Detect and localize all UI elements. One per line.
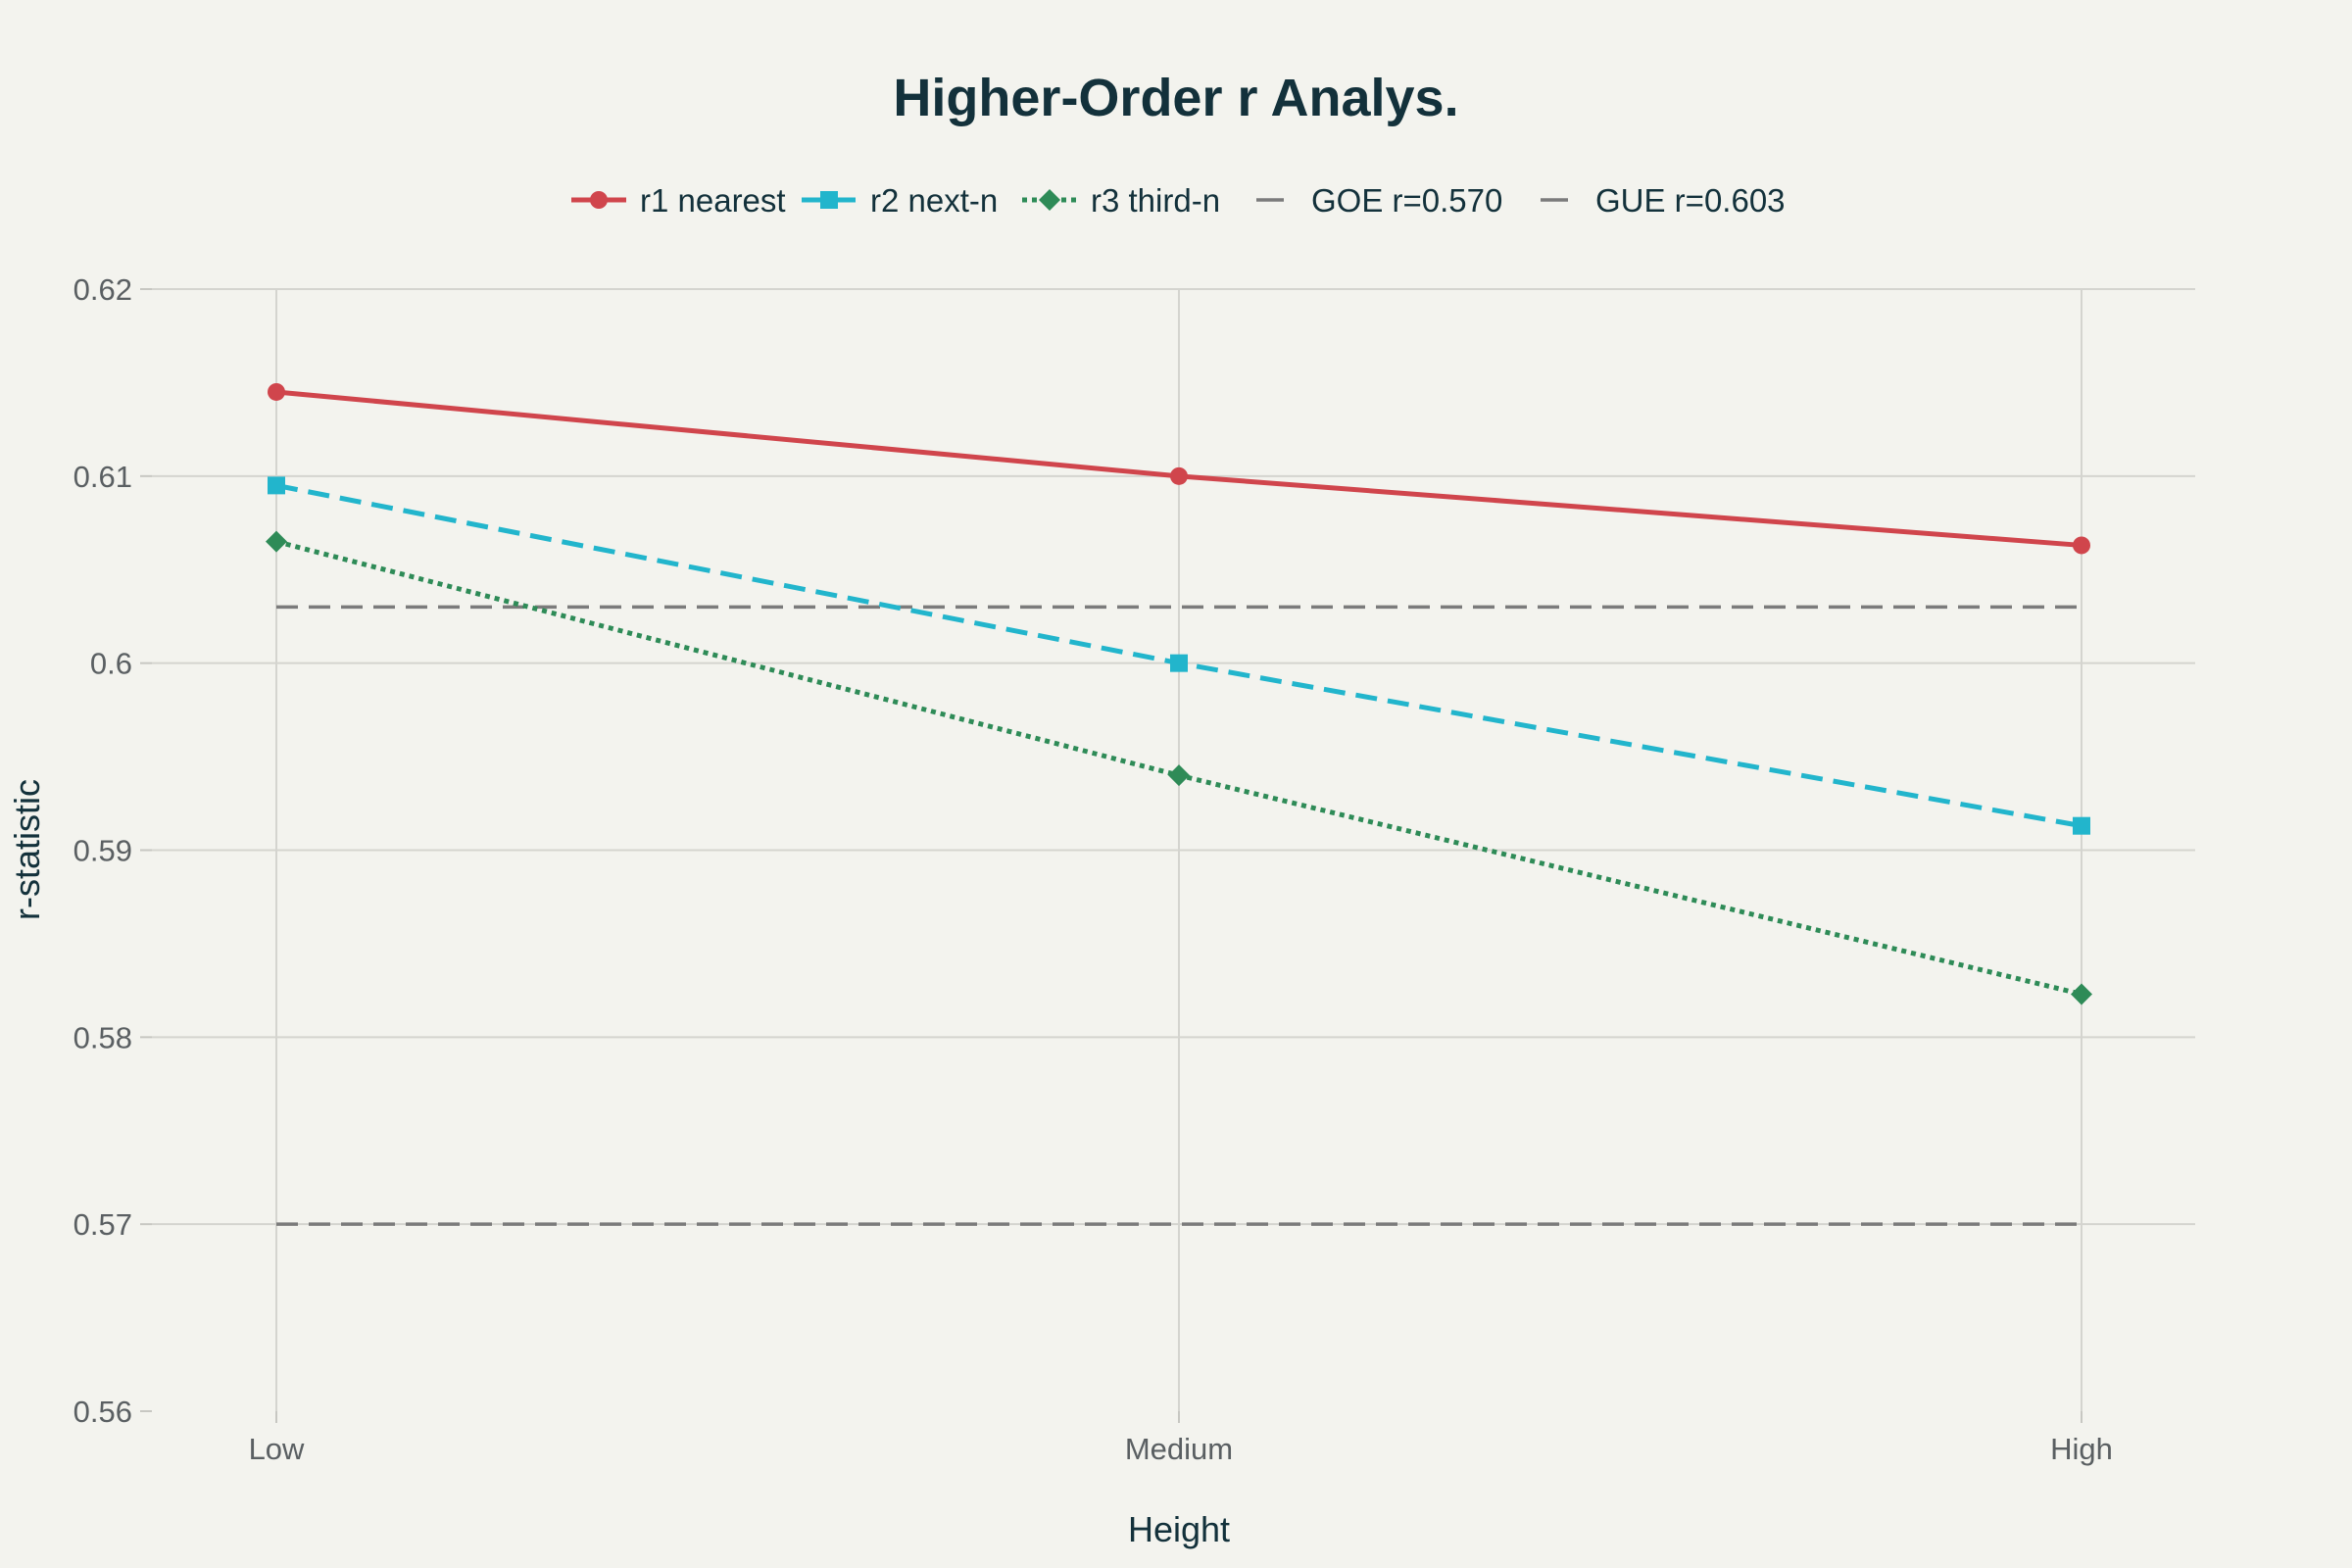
series-2 [268,476,2090,835]
legend-label: r3 third-n [1091,182,1220,219]
legend-marker [820,191,838,209]
series-group [266,382,2092,1005]
data-point [268,382,285,401]
data-point [1168,764,1190,787]
legend-item-1: r1 nearest [571,182,786,219]
x-axis-title: Height [1128,1509,1230,1549]
legend-marker [590,191,608,209]
x-axis: Low Medium High [249,1411,2113,1466]
y-axis: 0.56 0.57 0.58 0.59 0.6 0.61 0.62 [74,272,152,1429]
series-3 [266,530,2092,1005]
data-point [2073,536,2090,555]
data-point [2073,816,2090,835]
legend-marker [1039,189,1060,211]
y-tick-label: 0.57 [74,1207,132,1242]
legend-label: r2 next-n [870,182,998,219]
y-tick-label: 0.6 [90,647,132,681]
data-point [1170,466,1188,485]
x-tick-label: Medium [1125,1432,1233,1466]
legend-item-2: r2 next-n [802,182,998,219]
legend-item-4: GOE r=0.570 [1256,182,1502,219]
legend: r1 nearest r2 next-n r3 third-n GOE r=0.570… [571,182,1786,219]
y-tick-label: 0.56 [74,1395,132,1429]
legend-label: GUE r=0.603 [1595,182,1786,219]
reference-lines [276,605,2082,1226]
x-tick-label: Low [249,1432,305,1466]
y-tick-label: 0.61 [74,460,132,494]
legend-item-3: r3 third-n [1022,182,1220,219]
data-point [1170,654,1188,672]
grid [152,288,2195,1411]
data-point [268,476,285,495]
data-point [266,530,287,553]
legend-label: GOE r=0.570 [1311,182,1502,219]
y-tick-label: 0.58 [74,1020,132,1054]
series-1 [268,382,2090,555]
chart-title: Higher-Order r Analys. [893,69,1458,127]
y-axis-title: r-statistic [7,779,47,920]
legend-label: r1 nearest [640,182,786,219]
data-point [2071,983,2092,1005]
x-tick-label: High [2050,1432,2113,1466]
legend-item-5: GUE r=0.603 [1541,182,1786,219]
y-tick-label: 0.59 [74,834,132,868]
y-tick-label: 0.62 [74,272,132,307]
